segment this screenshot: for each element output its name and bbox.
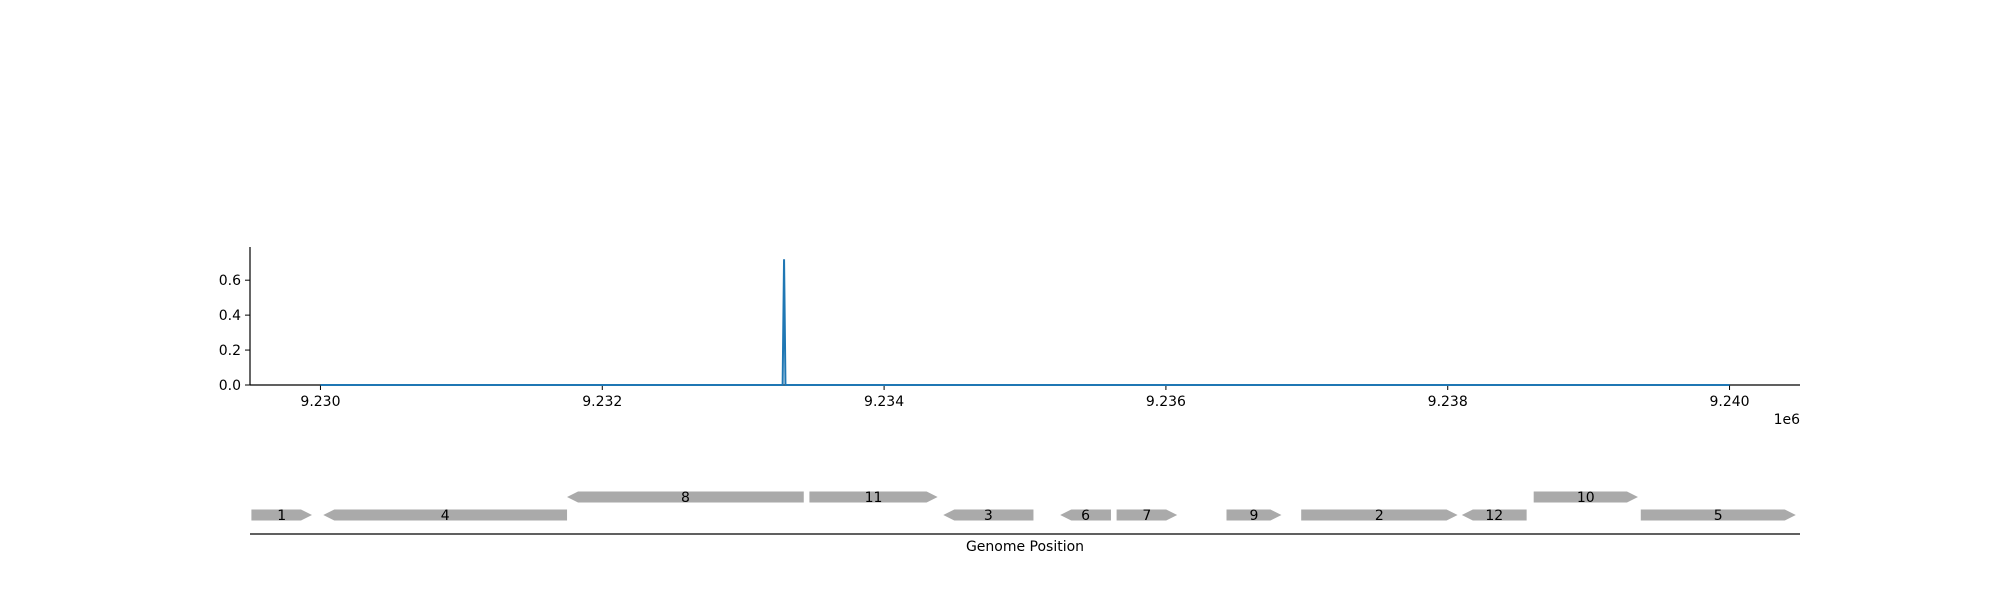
gene-5-label: 5 (1714, 508, 1723, 524)
y-tick-label: 0.0 (219, 378, 241, 394)
gene-10-label: 10 (1577, 490, 1595, 506)
x-tick-label: 9.236 (1146, 394, 1186, 410)
gene-6-shape (1060, 509, 1111, 521)
series-line-0 (320, 259, 1730, 386)
x-tick-label: 9.240 (1709, 394, 1749, 410)
gene-4-label: 4 (441, 508, 450, 524)
gene-4-shape (323, 509, 568, 521)
gene-5-shape (1640, 509, 1796, 521)
gene-12-shape (1461, 509, 1527, 521)
y-tick-label: 0.2 (219, 343, 241, 359)
x-tick-label: 9.230 (300, 394, 340, 410)
x-tick-label: 9.234 (864, 394, 904, 410)
gene-track-xlabel: Genome Position (966, 539, 1084, 555)
gene-11-label: 11 (865, 490, 883, 506)
coverage-plot: 0.00.20.40.6 9.230 9.232 9.234 9.236 9.238 9.… (219, 247, 1800, 428)
gene-10-shape (1533, 491, 1638, 503)
gene-1-label: 1 (277, 508, 286, 524)
gene-2-label: 2 (1375, 508, 1384, 524)
gene-7-label: 7 (1142, 508, 1151, 524)
x-tick-label: 9.238 (1428, 394, 1468, 410)
gene-track: 1 4 8 11 3 6 7 9 2 12 10 5 Genome Position (250, 490, 1800, 555)
gene-1-shape (251, 509, 312, 521)
gene-6-label: 6 (1081, 508, 1090, 524)
gene-9-label: 9 (1250, 508, 1259, 524)
gene-3-label: 3 (984, 508, 993, 524)
gene-8-label: 8 (681, 490, 690, 506)
gene-11-shape (809, 491, 938, 503)
gene-3-shape (943, 509, 1034, 521)
gene-12-label: 12 (1485, 508, 1503, 524)
genes-layer: 1 4 8 11 3 6 7 9 2 12 10 5 (251, 490, 1796, 524)
y-tick-label: 0.6 (219, 273, 241, 289)
y-ticks: 0.0 0.2 0.4 0.6 (219, 273, 250, 394)
x-tick-label: 9.232 (582, 394, 622, 410)
x-offset-label: 1e6 (1774, 412, 1801, 428)
gene-2-shape (1301, 509, 1458, 521)
gene-9-shape (1226, 509, 1282, 521)
series-layer (320, 259, 1730, 386)
x-ticks: 9.230 9.232 9.234 9.236 9.238 9.240 (300, 385, 1750, 410)
y-tick-label: 0.4 (219, 308, 241, 324)
gene-7-shape (1116, 509, 1178, 521)
gene-8-shape (567, 491, 804, 503)
